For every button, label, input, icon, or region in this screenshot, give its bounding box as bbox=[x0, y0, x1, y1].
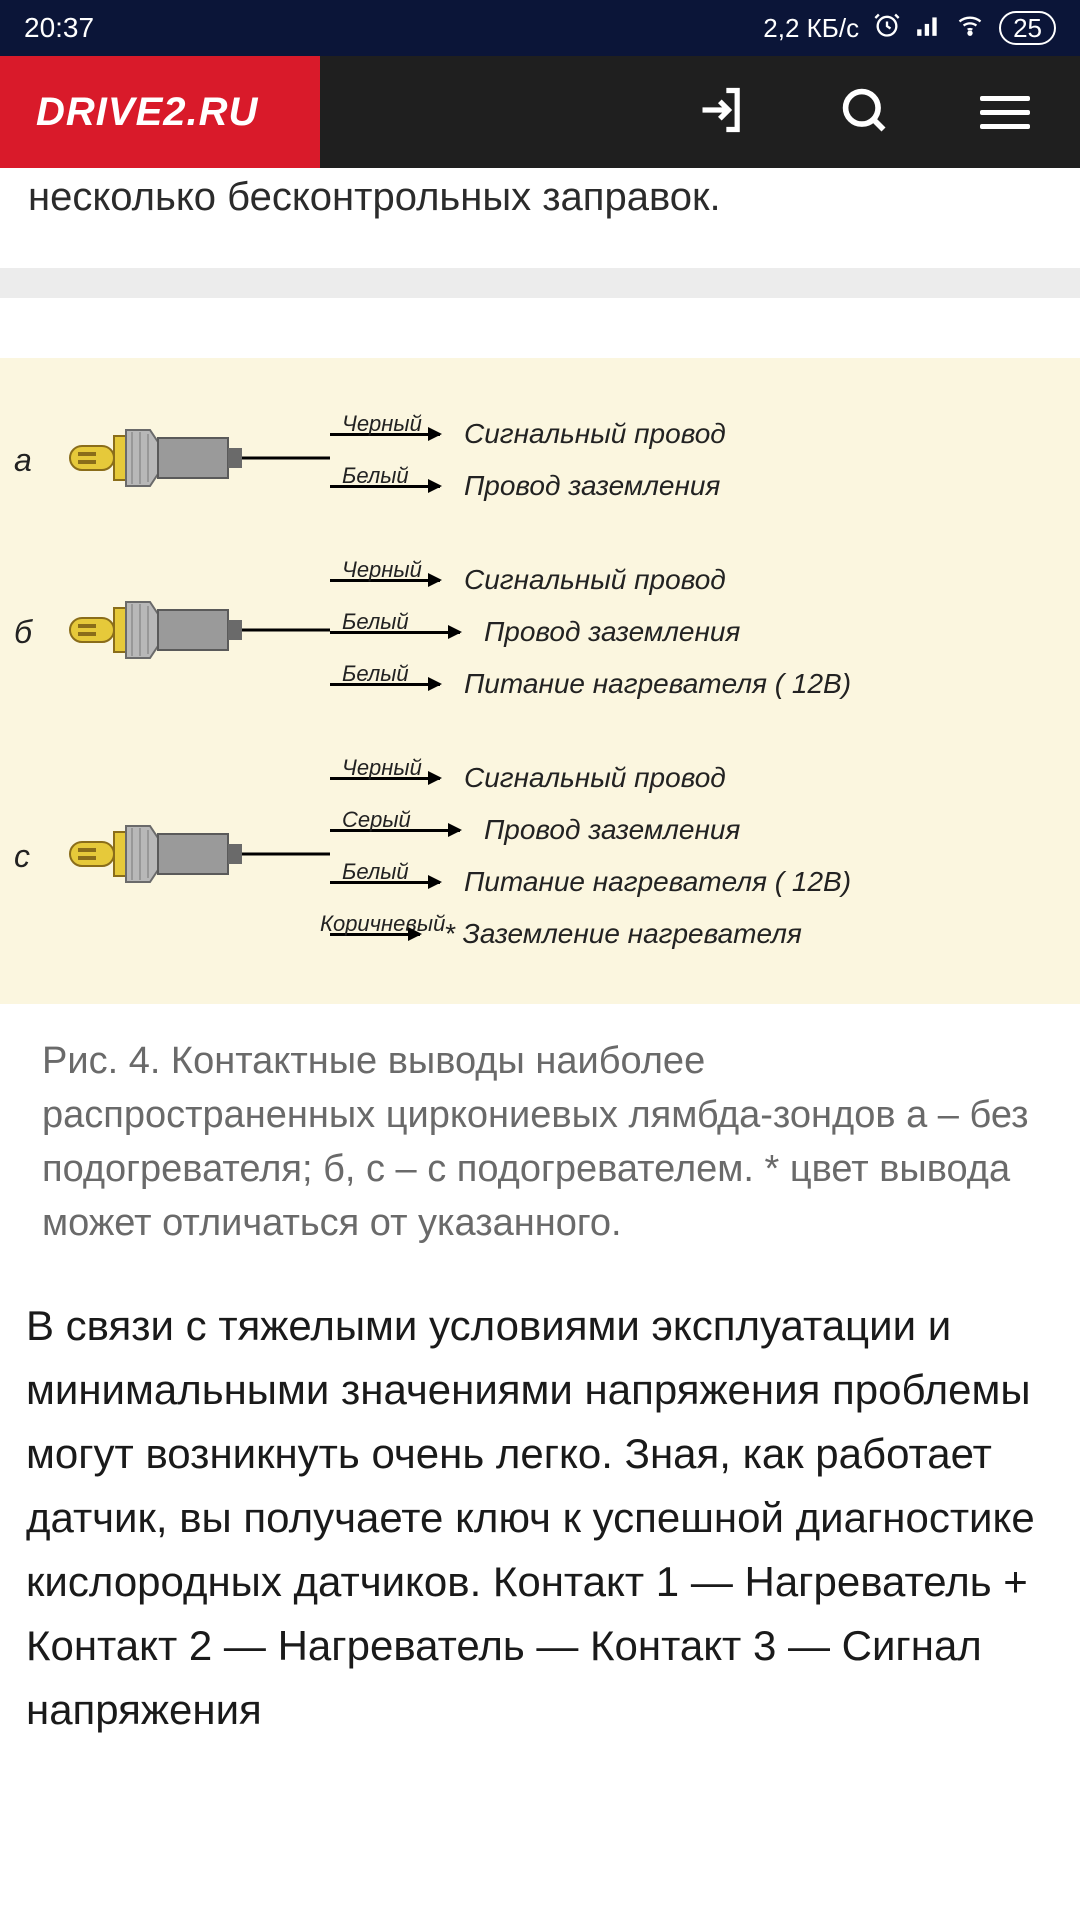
signal-icon bbox=[915, 12, 941, 45]
article-body-text: В связи с тяжелыми условиями эксплуатаци… bbox=[0, 1250, 1080, 1742]
wire-description: Сигнальный провод bbox=[464, 418, 726, 450]
wire-color-label: Коричневый bbox=[320, 911, 445, 937]
wire-color-label: Белый bbox=[342, 609, 409, 635]
row-letter: с bbox=[14, 838, 60, 875]
sensor-row: с Черный Сигнальный провод Серый Провод … bbox=[14, 754, 1066, 958]
sensor-drawing bbox=[60, 814, 330, 899]
wifi-icon bbox=[955, 11, 985, 46]
wire: Черный Сигнальный провод bbox=[330, 756, 1066, 800]
wire: Серый Провод заземления bbox=[330, 808, 1066, 852]
wire-color-label: Белый bbox=[342, 859, 409, 885]
sensor-row: а Черный Сигнальный провод Белый Провод … bbox=[14, 410, 1066, 510]
sensor-row: б Черный Сигнальный провод Белый Провод … bbox=[14, 556, 1066, 708]
alarm-icon bbox=[873, 11, 901, 46]
lambda-sensor-diagram: а Черный Сигнальный провод Белый Провод … bbox=[0, 358, 1080, 1004]
site-logo[interactable]: DRIVE2.RU bbox=[0, 56, 320, 168]
wire: Белый Провод заземления bbox=[330, 464, 1066, 508]
status-time: 20:37 bbox=[24, 12, 94, 44]
android-status-bar: 20:37 2,2 КБ/с 25 bbox=[0, 0, 1080, 56]
article-partial-text: свинец «отравляет» ектроды лямбда-зонда … bbox=[0, 168, 1080, 250]
battery-level: 25 bbox=[999, 11, 1056, 45]
figure-caption: Рис. 4. Контактные выводы наиболее распр… bbox=[0, 1004, 1080, 1250]
wire-description: Питание нагревателя ( 12В) bbox=[464, 866, 851, 898]
section-divider bbox=[0, 268, 1080, 298]
wire-description: Сигнальный провод bbox=[464, 564, 726, 596]
login-icon[interactable] bbox=[696, 84, 748, 141]
wire-description: Питание нагревателя ( 12В) bbox=[464, 668, 851, 700]
wire-description: * Заземление нагревателя bbox=[444, 918, 802, 950]
wire-color-label: Белый bbox=[342, 661, 409, 687]
wire: Коричневый * Заземление нагревателя bbox=[330, 912, 1066, 956]
wire: Белый Питание нагревателя ( 12В) bbox=[330, 662, 1066, 706]
row-letter: а bbox=[14, 442, 60, 479]
wire: Белый Провод заземления bbox=[330, 610, 1066, 654]
wire-description: Провод заземления bbox=[484, 616, 740, 648]
status-net-speed: 2,2 КБ/с bbox=[763, 13, 859, 44]
menu-icon[interactable] bbox=[980, 96, 1030, 129]
sensor-drawing bbox=[60, 418, 330, 503]
app-header: DRIVE2.RU bbox=[0, 56, 1080, 168]
wire-description: Сигнальный провод bbox=[464, 762, 726, 794]
wire-color-label: Черный bbox=[342, 411, 422, 437]
wire-color-label: Серый bbox=[342, 807, 411, 833]
sensor-drawing bbox=[60, 590, 330, 675]
status-right-cluster: 2,2 КБ/с 25 bbox=[763, 11, 1056, 46]
wire: Черный Сигнальный провод bbox=[330, 558, 1066, 602]
row-letter: б bbox=[14, 614, 60, 651]
wire: Черный Сигнальный провод bbox=[330, 412, 1066, 456]
wire-color-label: Черный bbox=[342, 557, 422, 583]
wire-color-label: Черный bbox=[342, 755, 422, 781]
wire-color-label: Белый bbox=[342, 463, 409, 489]
wire-description: Провод заземления bbox=[484, 814, 740, 846]
search-icon[interactable] bbox=[838, 84, 890, 141]
wire-description: Провод заземления bbox=[464, 470, 720, 502]
wire: Белый Питание нагревателя ( 12В) bbox=[330, 860, 1066, 904]
